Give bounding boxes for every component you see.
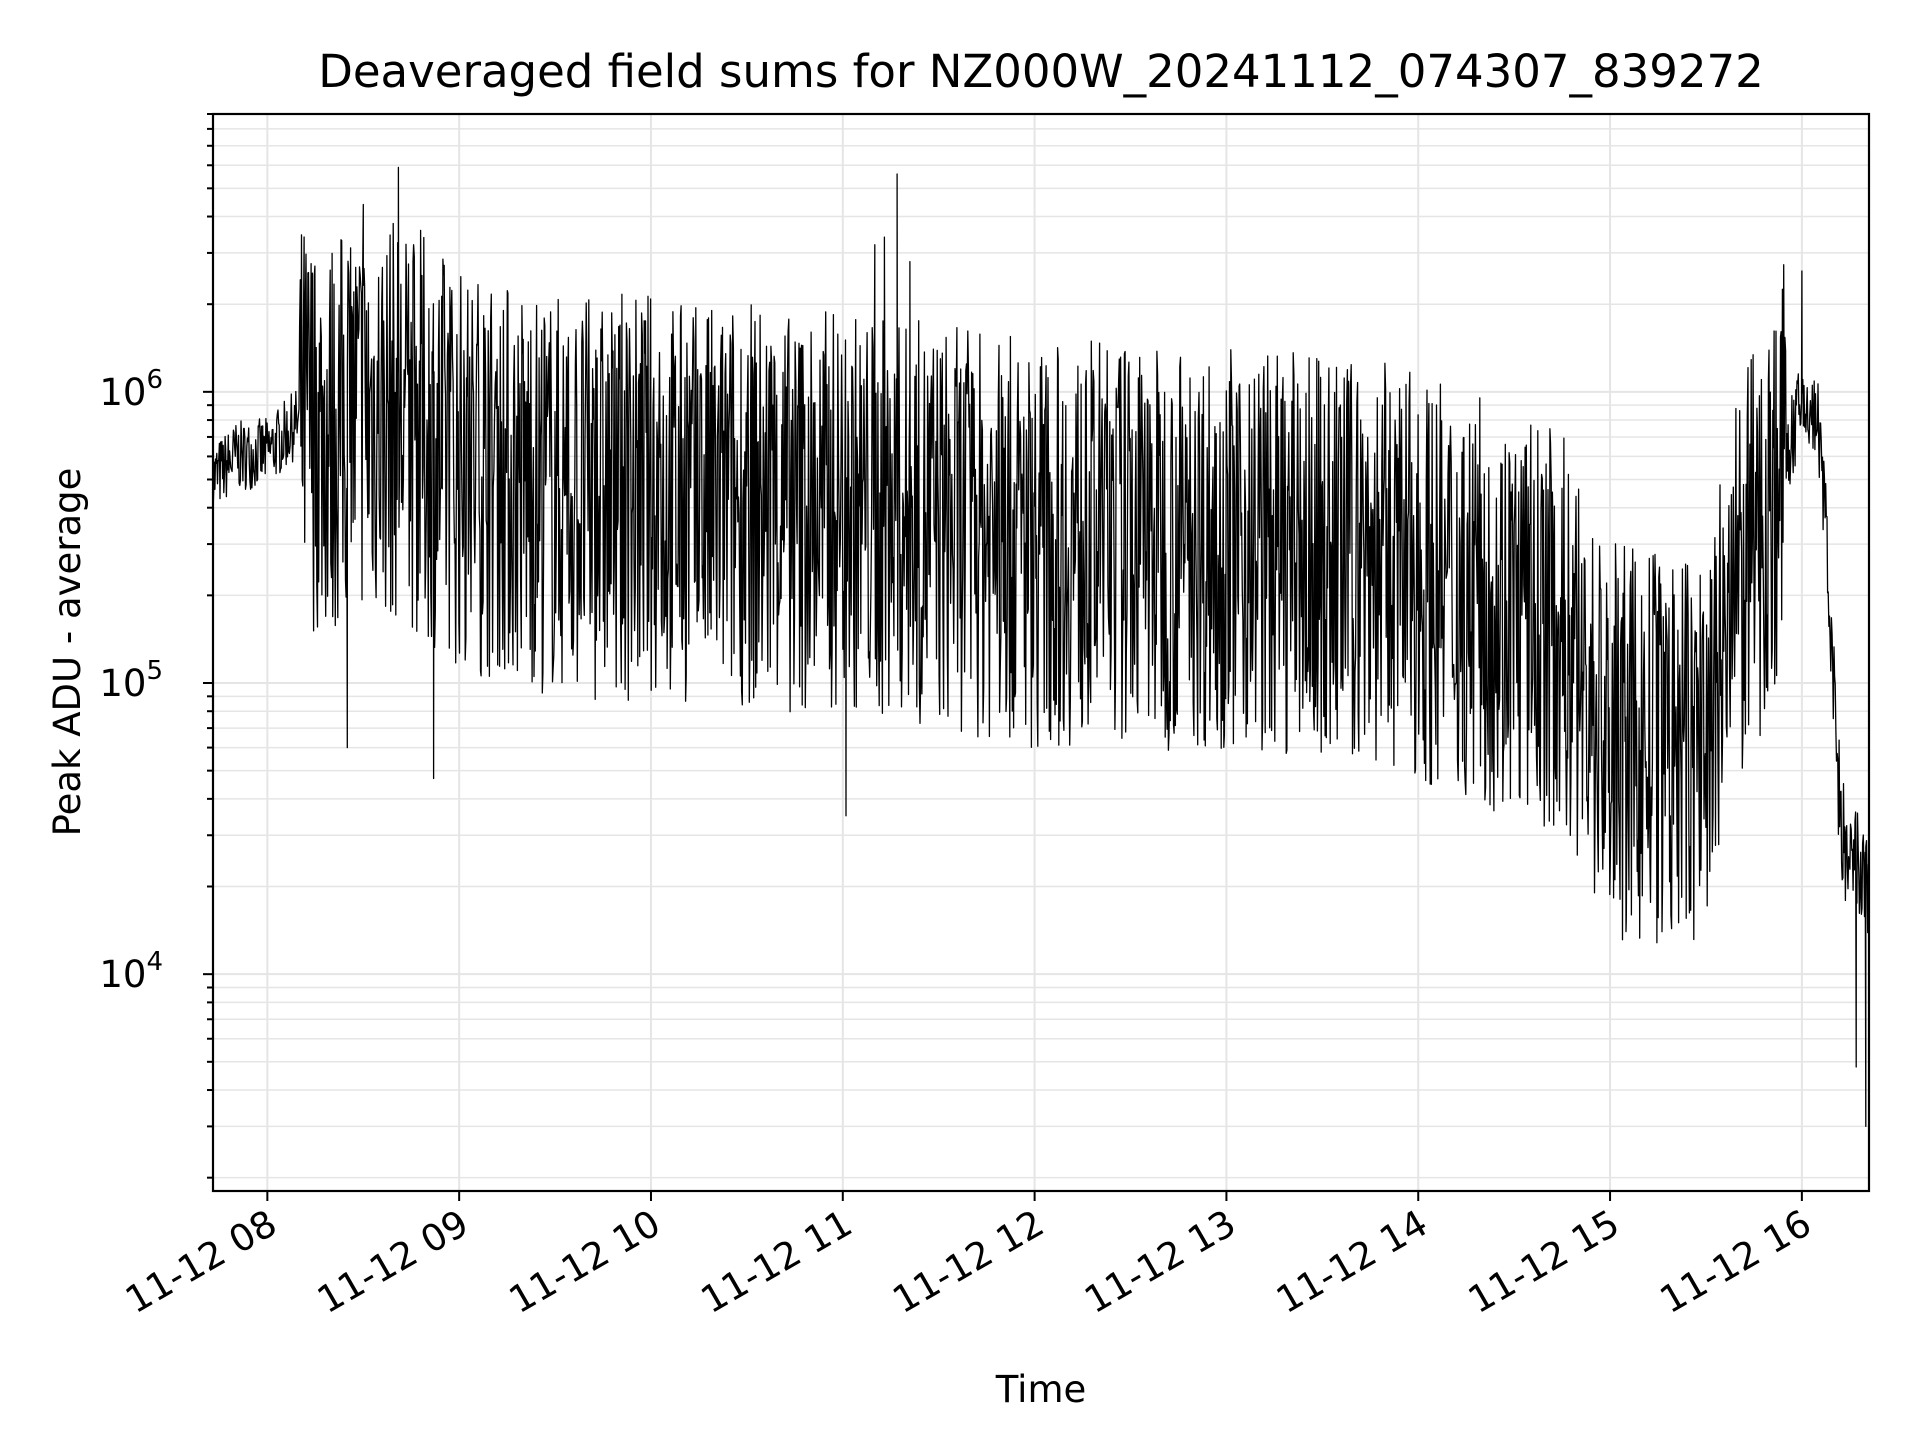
x-tick-label: 11-12 16 (1653, 1202, 1819, 1322)
y-axis-label: Peak ADU - average (46, 468, 89, 837)
x-tick-label: 11-12 15 (1461, 1202, 1627, 1322)
x-tick-label: 11-12 08 (118, 1202, 284, 1322)
x-tick-label: 11-12 11 (694, 1202, 860, 1322)
series-layer (212, 166, 1870, 1128)
y-tick-label: 105 (99, 656, 163, 705)
y-tick-exponent: 6 (146, 365, 163, 395)
x-axis-label: Time (995, 1368, 1087, 1411)
y-tick-exponent: 5 (146, 656, 163, 686)
y-tick-label: 104 (99, 947, 163, 996)
plot-frame (211, 112, 1871, 1193)
y-tick-base: 10 (99, 371, 146, 414)
x-tick-label: 11-12 13 (1077, 1202, 1243, 1322)
x-tick-label: 11-12 09 (310, 1202, 476, 1322)
chart-title: Deaveraged field sums for NZ000W_2024111… (318, 45, 1764, 98)
x-tick-label: 11-12 14 (1269, 1202, 1435, 1322)
x-tick-label: 11-12 12 (886, 1202, 1052, 1322)
y-tick-label: 106 (99, 365, 163, 414)
y-tick-base: 10 (99, 953, 146, 996)
series-line (212, 166, 1870, 1128)
y-tick-exponent: 4 (146, 947, 163, 977)
x-tick-label: 11-12 10 (502, 1202, 668, 1322)
y-tick-base: 10 (99, 662, 146, 705)
